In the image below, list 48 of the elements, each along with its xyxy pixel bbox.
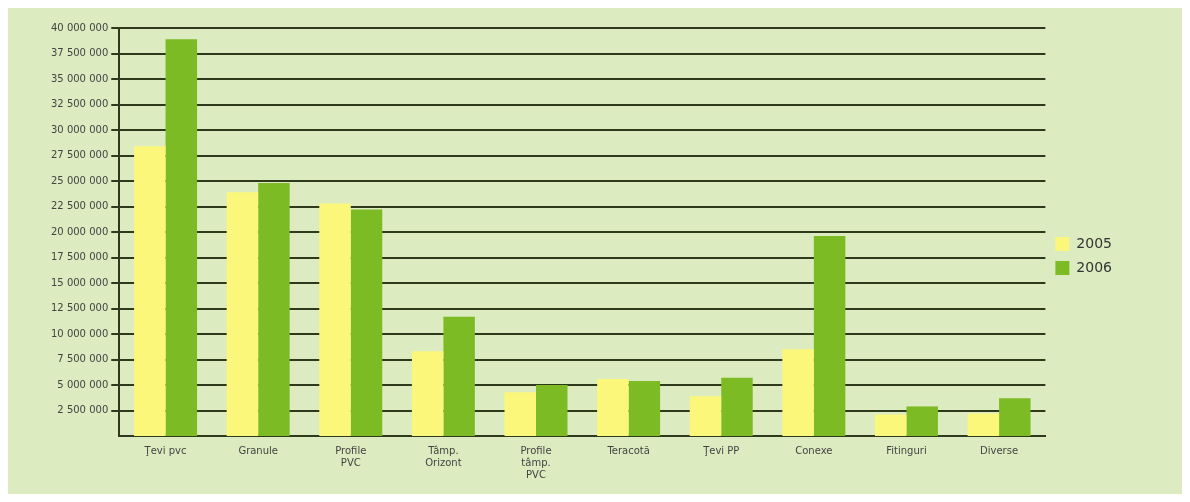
bar xyxy=(999,398,1031,436)
y-tick-label: 35 000 000 xyxy=(50,72,109,84)
bar xyxy=(874,414,907,436)
bar xyxy=(319,203,351,436)
y-tick-label: 25 000 000 xyxy=(50,174,109,186)
x-tick-label: Tâmp. Orizont xyxy=(425,444,462,468)
y-tick-label: 12 500 000 xyxy=(50,302,109,314)
x-tick-label: Fitinguri xyxy=(886,444,927,456)
x-tick-label: Ţevi pvc xyxy=(143,444,187,456)
y-tick-label: 40 000 000 xyxy=(50,21,109,33)
bar xyxy=(226,192,259,436)
y-tick-label: 22 500 000 xyxy=(50,200,109,212)
y-tick-label: 5 000 000 xyxy=(57,378,109,390)
y-tick-label: 30 000 000 xyxy=(50,123,109,135)
bar xyxy=(443,316,475,436)
bar xyxy=(350,209,383,436)
x-tick-label: Diverse xyxy=(980,444,1019,456)
x-tick-label: Granule xyxy=(238,444,278,456)
bar xyxy=(689,396,722,436)
bar xyxy=(628,380,661,436)
bar xyxy=(782,349,814,436)
legend-label: 2006 xyxy=(1076,258,1113,275)
bar xyxy=(504,392,537,436)
y-tick-label: 37 500 000 xyxy=(50,47,109,59)
bar xyxy=(411,351,444,436)
x-tick-label: Teracotă xyxy=(606,444,650,456)
bar xyxy=(906,406,938,436)
y-tick-label: 32 500 000 xyxy=(50,98,109,110)
bar xyxy=(721,377,753,436)
y-tick-label: 27 500 000 xyxy=(50,149,109,161)
bar xyxy=(967,413,1000,436)
y-tick-label: 7 500 000 xyxy=(57,353,109,365)
legend-label: 2005 xyxy=(1076,234,1113,251)
bar xyxy=(813,236,846,436)
y-tick-label: 2 500 000 xyxy=(57,404,109,416)
x-tick-label: Conexe xyxy=(795,444,833,456)
y-tick-label: 10 000 000 xyxy=(50,327,109,339)
y-tick-label: 20 000 000 xyxy=(50,225,109,237)
y-tick-label: 17 500 000 xyxy=(50,251,109,263)
x-tick-label: Ţevi PP xyxy=(702,444,740,456)
bar xyxy=(134,146,166,436)
x-tick-label: Profile tâmp. PVC xyxy=(520,444,552,480)
y-tick-label: 15 000 000 xyxy=(50,276,109,288)
bar xyxy=(536,385,568,436)
x-tick-label: Profile PVC xyxy=(335,444,367,468)
bar xyxy=(597,378,629,436)
bar xyxy=(165,39,198,436)
bar xyxy=(258,183,290,436)
